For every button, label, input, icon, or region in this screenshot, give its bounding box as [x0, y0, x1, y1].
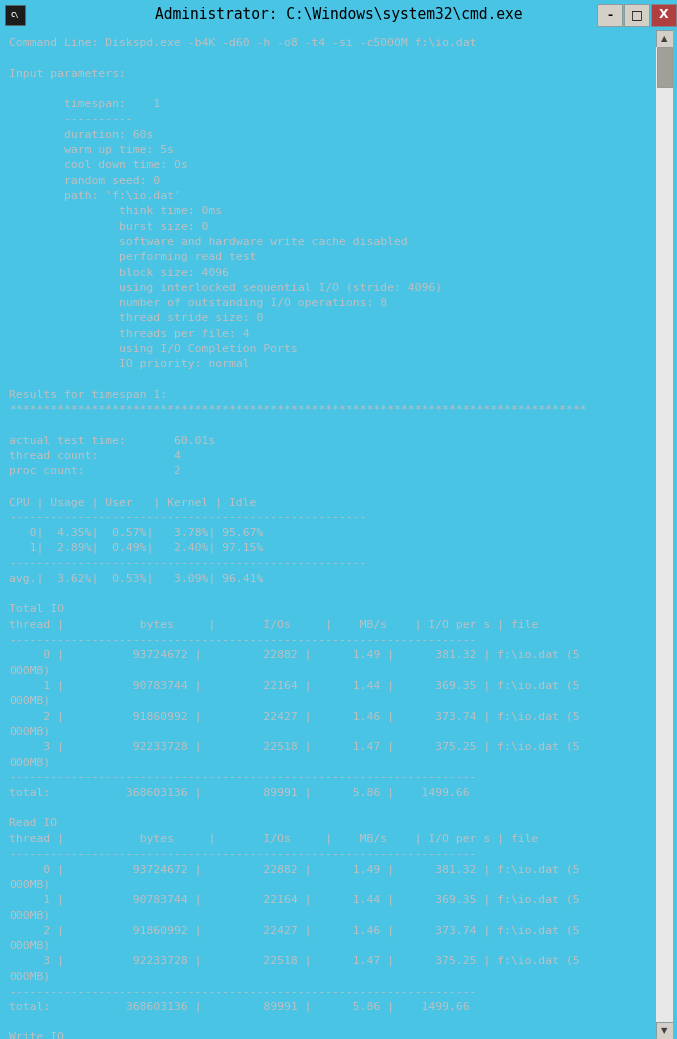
Text: software and hardware write cache disabled: software and hardware write cache disabl…: [9, 237, 408, 247]
Text: X: X: [659, 8, 668, 22]
Text: avg.|  3.62%|  0.53%|   3.09%| 96.41%: avg.| 3.62%| 0.53%| 3.09%| 96.41%: [9, 574, 263, 584]
Text: ----------: ----------: [9, 114, 133, 125]
Text: Input parameters:: Input parameters:: [9, 69, 126, 79]
Text: duration: 60s: duration: 60s: [9, 130, 154, 140]
Text: 000MB): 000MB): [9, 940, 50, 951]
Text: Read IO: Read IO: [9, 819, 57, 828]
Text: think time: 0ms: think time: 0ms: [9, 207, 222, 216]
Text: Total IO: Total IO: [9, 604, 64, 614]
Text: ----------------------------------------------------: ----------------------------------------…: [9, 558, 366, 568]
Text: burst size: 0: burst size: 0: [9, 221, 209, 232]
Text: warm up time: 5s: warm up time: 5s: [9, 145, 174, 155]
Text: thread count:           4: thread count: 4: [9, 451, 181, 461]
Text: ********************************************************************************: ****************************************…: [9, 405, 586, 416]
Text: thread |           bytes     |       I/Os     |    MB/s    | I/O per s | file: thread | bytes | I/Os | MB/s | I/O per s…: [9, 833, 538, 844]
Text: threads per file: 4: threads per file: 4: [9, 328, 250, 339]
Text: CPU | Usage | User   | Kernel | Idle: CPU | Usage | User | Kernel | Idle: [9, 497, 257, 507]
Text: 1 |          90783744 |         22164 |      1.44 |      369.35 | f:\io.dat (5: 1 | 90783744 | 22164 | 1.44 | 369.35 | f…: [9, 681, 580, 691]
Text: 1|  2.89%|  0.49%|   2.40%| 97.15%: 1| 2.89%| 0.49%| 2.40%| 97.15%: [9, 543, 263, 554]
Bar: [624, 4, 649, 26]
Text: 3 |          92233728 |         22518 |      1.47 |      375.25 | f:\io.dat (5: 3 | 92233728 | 22518 | 1.47 | 375.25 | f…: [9, 956, 580, 966]
Text: using I/O Completion Ports: using I/O Completion Ports: [9, 344, 298, 354]
Text: 3 |          92233728 |         22518 |      1.47 |      375.25 | f:\io.dat (5: 3 | 92233728 | 22518 | 1.47 | 375.25 | f…: [9, 742, 580, 752]
Bar: [656, 30, 673, 47]
Text: 2 |          91860992 |         22427 |      1.46 |      373.74 | f:\io.dat (5: 2 | 91860992 | 22427 | 1.46 | 373.74 | f…: [9, 712, 580, 722]
Text: total:           368603136 |         89991 |      5.86 |    1499.66: total: 368603136 | 89991 | 5.86 | 1499.6…: [9, 788, 470, 798]
Text: cool down time: 0s: cool down time: 0s: [9, 160, 188, 170]
Text: ▲: ▲: [661, 34, 668, 43]
Text: ▼: ▼: [661, 1025, 668, 1035]
Bar: [656, 1022, 673, 1039]
Bar: [651, 4, 676, 26]
Text: 000MB): 000MB): [9, 665, 50, 675]
Text: proc count:             2: proc count: 2: [9, 467, 181, 477]
Text: C\: C\: [11, 12, 19, 18]
Text: performing read test: performing read test: [9, 252, 257, 262]
Text: ----------------------------------------------------: ----------------------------------------…: [9, 512, 366, 523]
Text: thread |           bytes     |       I/Os     |    MB/s    | I/O per s | file: thread | bytes | I/Os | MB/s | I/O per s…: [9, 619, 538, 630]
Text: timespan:    1: timespan: 1: [9, 99, 160, 109]
Text: thread stride size: 0: thread stride size: 0: [9, 314, 263, 323]
Text: 0|  4.35%|  0.57%|   3.78%| 95.67%: 0| 4.35%| 0.57%| 3.78%| 95.67%: [9, 528, 263, 538]
Text: 000MB): 000MB): [9, 910, 50, 921]
Text: 000MB): 000MB): [9, 726, 50, 737]
Text: random seed: 0: random seed: 0: [9, 176, 160, 186]
Text: Administrator: C:\Windows\system32\cmd.exe: Administrator: C:\Windows\system32\cmd.e…: [155, 7, 522, 23]
Text: total:           368603136 |         89991 |      5.86 |    1499.66: total: 368603136 | 89991 | 5.86 | 1499.6…: [9, 1002, 470, 1012]
Text: block size: 4096: block size: 4096: [9, 267, 229, 277]
Text: 2 |          91860992 |         22427 |      1.46 |      373.74 | f:\io.dat (5: 2 | 91860992 | 22427 | 1.46 | 373.74 | f…: [9, 926, 580, 936]
Text: IO priority: normal: IO priority: normal: [9, 359, 250, 369]
Text: Results for timespan 1:: Results for timespan 1:: [9, 390, 167, 400]
Text: 000MB): 000MB): [9, 971, 50, 981]
Text: 000MB): 000MB): [9, 879, 50, 889]
Text: --------------------------------------------------------------------: ----------------------------------------…: [9, 987, 477, 996]
Bar: [5, 5, 25, 25]
Text: path: 'f:\io.dat': path: 'f:\io.dat': [9, 191, 181, 201]
Text: 0 |          93724672 |         22882 |      1.49 |      381.32 | f:\io.dat (5: 0 | 93724672 | 22882 | 1.49 | 381.32 | f…: [9, 864, 580, 875]
Bar: [657, 47, 672, 87]
Text: 000MB): 000MB): [9, 696, 50, 705]
Text: --------------------------------------------------------------------: ----------------------------------------…: [9, 635, 477, 645]
Text: actual test time:       60.01s: actual test time: 60.01s: [9, 435, 215, 446]
Text: --------------------------------------------------------------------: ----------------------------------------…: [9, 849, 477, 859]
Text: Command Line: Diskspd.exe -b4K -d60 -h -o8 -t4 -si -c5000M f:\io.dat: Command Line: Diskspd.exe -b4K -d60 -h -…: [9, 38, 477, 48]
Text: Write IO: Write IO: [9, 1033, 64, 1039]
Text: 1 |          90783744 |         22164 |      1.44 |      369.35 | f:\io.dat (5: 1 | 90783744 | 22164 | 1.44 | 369.35 | f…: [9, 895, 580, 905]
Text: 000MB): 000MB): [9, 757, 50, 767]
Text: -: -: [607, 8, 612, 22]
Text: 0 |          93724672 |         22882 |      1.49 |      381.32 | f:\io.dat (5: 0 | 93724672 | 22882 | 1.49 | 381.32 | f…: [9, 650, 580, 661]
Text: using interlocked sequential I/O (stride: 4096): using interlocked sequential I/O (stride…: [9, 283, 442, 293]
Text: number of outstanding I/O operations: 8: number of outstanding I/O operations: 8: [9, 298, 387, 309]
Text: □: □: [630, 8, 642, 22]
Bar: [597, 4, 622, 26]
Text: --------------------------------------------------------------------: ----------------------------------------…: [9, 772, 477, 782]
